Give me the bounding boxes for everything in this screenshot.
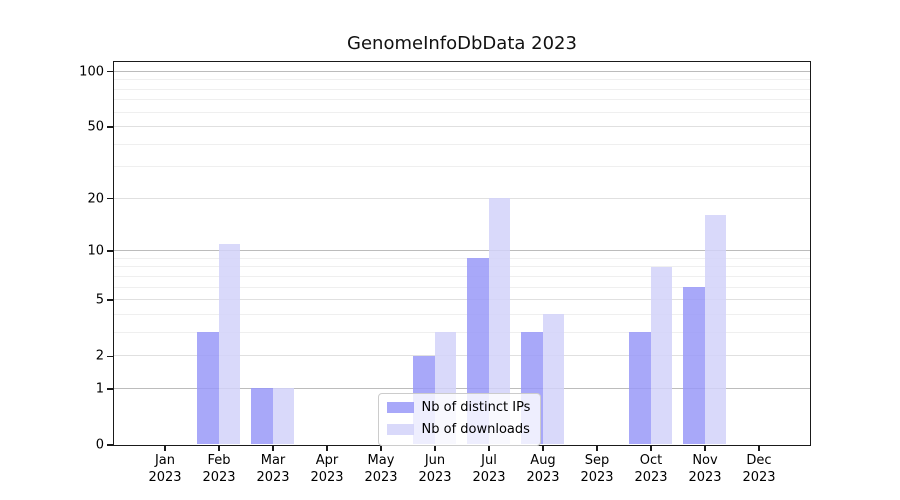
x-tick-mark-jun — [434, 445, 436, 451]
x-tick-mark-jan — [164, 445, 166, 451]
x-tick-label-mar: Mar 2023 — [256, 453, 290, 485]
gridline-y-50 — [113, 126, 810, 128]
gridline-y-3 — [113, 331, 810, 333]
x-tick-mark-dec — [758, 445, 760, 451]
x-tick-label-jun: Jun 2023 — [418, 453, 452, 485]
y-tick-mark-20 — [107, 198, 113, 200]
legend-label-distinct-ips: Nb of distinct IPs — [421, 399, 531, 415]
y-tick-label-0: 0 — [95, 437, 104, 453]
x-tick-mark-may — [380, 445, 382, 451]
plot-area: Nb of distinct IPs Nb of downloads — [112, 60, 811, 446]
gridline-y-9 — [113, 257, 810, 259]
legend-item-distinct-ips: Nb of distinct IPs — [386, 399, 532, 416]
bar-distinct-ips-feb — [197, 332, 219, 445]
bar-downloads-aug — [542, 314, 564, 445]
gridline-y-40 — [113, 143, 810, 145]
x-tick-mark-sep — [596, 445, 598, 451]
x-tick-mark-aug — [542, 445, 544, 451]
x-tick-mark-mar — [272, 445, 274, 451]
y-tick-label-5: 5 — [95, 292, 104, 308]
y-tick-mark-1 — [107, 388, 113, 390]
bar-downloads-jul — [488, 198, 510, 445]
y-tick-label-100: 100 — [79, 64, 104, 80]
legend-swatch-downloads — [386, 424, 414, 435]
x-tick-label-nov: Nov 2023 — [688, 453, 722, 485]
gridline-y-6 — [113, 286, 810, 288]
gridline-y-5 — [113, 299, 810, 301]
bar-downloads-feb — [218, 243, 240, 445]
gridline-y-7 — [113, 275, 810, 277]
y-tick-label-20: 20 — [87, 191, 104, 207]
x-tick-mark-nov — [704, 445, 706, 451]
bar-downloads-oct — [650, 266, 672, 445]
y-tick-label-2: 2 — [95, 348, 104, 364]
x-tick-mark-apr — [326, 445, 328, 451]
bar-distinct-ips-oct — [629, 332, 651, 445]
gridline-y-30 — [113, 166, 810, 168]
legend: Nb of distinct IPs Nb of downloads — [377, 392, 541, 446]
bar-distinct-ips-nov — [683, 287, 705, 445]
gridline-y-60 — [113, 111, 810, 113]
x-tick-label-feb: Feb 2023 — [202, 453, 236, 485]
gridline-y-1 — [113, 387, 810, 389]
bar-downloads-mar — [272, 388, 294, 445]
legend-label-downloads: Nb of downloads — [421, 421, 530, 437]
legend-swatch-distinct-ips — [386, 402, 414, 413]
x-tick-mark-feb — [218, 445, 220, 451]
gridline-y-80 — [113, 88, 810, 90]
x-tick-label-apr: Apr 2023 — [310, 453, 344, 485]
x-tick-label-sep: Sep 2023 — [580, 453, 614, 485]
x-tick-label-aug: Aug 2023 — [526, 453, 560, 485]
y-tick-mark-2 — [107, 355, 113, 357]
x-tick-label-oct: Oct 2023 — [634, 453, 668, 485]
y-tick-label-1: 1 — [95, 381, 104, 397]
y-tick-mark-50 — [107, 126, 113, 128]
gridline-y-70 — [113, 99, 810, 101]
gridline-y-100 — [113, 70, 810, 72]
legend-item-downloads: Nb of downloads — [386, 421, 532, 438]
x-tick-label-jan: Jan 2023 — [148, 453, 182, 485]
gridline-y-90 — [113, 79, 810, 81]
x-tick-label-may: May 2023 — [364, 453, 398, 485]
y-tick-label-10: 10 — [87, 243, 104, 259]
bar-downloads-nov — [704, 215, 726, 445]
y-tick-mark-0 — [107, 444, 113, 446]
x-tick-mark-oct — [650, 445, 652, 451]
y-tick-mark-10 — [107, 250, 113, 252]
chart-title: GenomeInfoDbData 2023 — [347, 33, 577, 54]
gridline-y-2 — [113, 355, 810, 357]
x-tick-mark-jul — [488, 445, 490, 451]
y-tick-label-50: 50 — [87, 119, 104, 135]
gridline-y-10 — [113, 250, 810, 252]
y-tick-mark-100 — [107, 71, 113, 73]
gridline-y-8 — [113, 266, 810, 268]
x-tick-label-jul: Jul 2023 — [472, 453, 506, 485]
y-tick-mark-5 — [107, 299, 113, 301]
gridline-y-20 — [113, 197, 810, 199]
bar-distinct-ips-mar — [251, 388, 273, 445]
gridline-y-4 — [113, 313, 810, 315]
x-tick-label-dec: Dec 2023 — [742, 453, 776, 485]
